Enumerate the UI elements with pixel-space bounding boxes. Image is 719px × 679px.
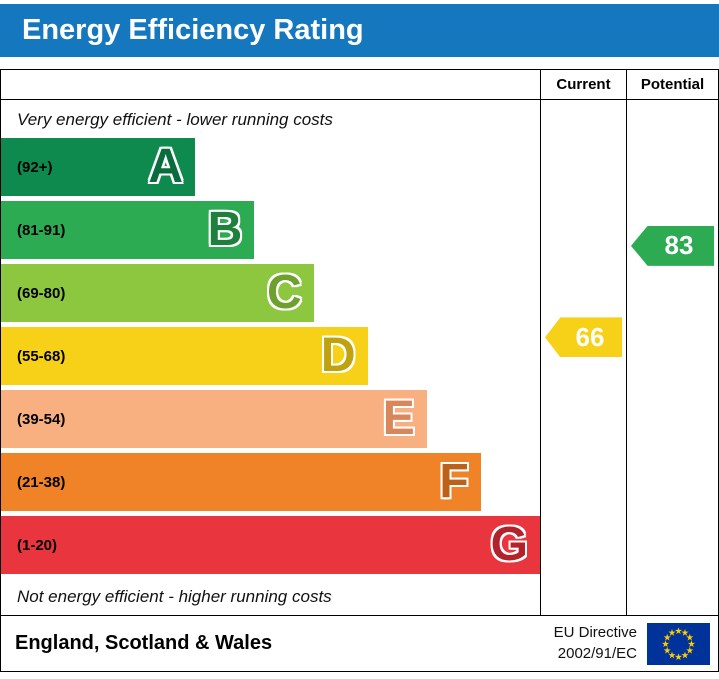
chart-header-row: Current Potential (1, 70, 718, 100)
region-label: England, Scotland & Wales (15, 632, 273, 654)
band-letter: G (490, 518, 528, 571)
band-row-f: (21-38) F (1, 453, 540, 516)
bands-column: Very energy efficient - lower running co… (1, 100, 540, 615)
current-column-header: Current (540, 70, 626, 99)
band-letter: F (439, 455, 469, 508)
potential-arrow: 83 (631, 225, 714, 266)
eu-flag-stars (661, 626, 696, 660)
band-row-c: (69-80) C (1, 264, 540, 327)
caption-top: Very energy efficient - lower running co… (17, 110, 333, 129)
band-letter: A (148, 140, 184, 193)
band-letter: D (320, 329, 356, 382)
band-range-label: (69-80) (17, 284, 66, 302)
current-arrow: 66 (545, 317, 622, 358)
band-letter: C (266, 266, 302, 319)
band-range-label: (39-54) (17, 410, 66, 428)
band-row-d: (55-68) D (1, 327, 540, 390)
eu-directive-text: EU Directive 2002/91/EC (554, 623, 637, 664)
band-bar-a: (92+) A (1, 138, 196, 196)
band-row-b: (81-91) B (1, 201, 540, 264)
band-range-label: (1-20) (17, 536, 58, 554)
eu-directive-line2: 2002/91/EC (557, 644, 637, 662)
band-range-label: (55-68) (17, 347, 66, 365)
band-bar-d: (55-68) D (1, 327, 368, 385)
page-title: Energy Efficiency Rating (22, 14, 364, 46)
band-letter: E (382, 392, 415, 445)
band-row-g: (1-20) G (1, 516, 540, 579)
chart-body: Very energy efficient - lower running co… (1, 100, 718, 615)
page-title-banner: Energy Efficiency Rating (0, 4, 719, 57)
footer-bar: England, Scotland & Wales EU Directive 2… (0, 616, 719, 672)
band-bar-g: (1-20) G (1, 516, 540, 574)
current-value: 66 (575, 321, 605, 352)
footer-right-group: EU Directive 2002/91/EC (554, 622, 710, 665)
eu-directive-line1: EU Directive (553, 624, 637, 642)
potential-value: 83 (664, 230, 694, 261)
eu-flag-icon (647, 622, 710, 665)
band-row-a: (92+) A (1, 138, 540, 201)
energy-rating-chart: Current Potential Very energy efficient … (0, 69, 719, 616)
caption-bottom: Not energy efficient - higher running co… (17, 587, 332, 606)
potential-column: 83 (626, 100, 718, 615)
band-bar-f: (21-38) F (1, 453, 481, 511)
band-range-label: (92+) (17, 158, 53, 176)
band-range-label: (21-38) (17, 473, 66, 491)
current-column: 66 (540, 100, 626, 615)
potential-column-header: Potential (626, 70, 718, 99)
band-bar-e: (39-54) E (1, 390, 427, 448)
band-bar-b: (81-91) B (1, 201, 255, 259)
band-bar-c: (69-80) C (1, 264, 314, 322)
band-row-e: (39-54) E (1, 390, 540, 453)
header-spacer (1, 70, 540, 99)
band-letter: B (207, 203, 243, 256)
band-range-label: (81-91) (17, 221, 66, 239)
